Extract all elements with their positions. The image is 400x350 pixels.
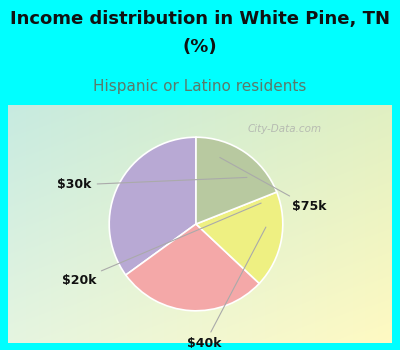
Text: $75k: $75k xyxy=(220,158,326,213)
Text: (%): (%) xyxy=(183,38,217,56)
Text: $40k: $40k xyxy=(188,227,266,350)
Wedge shape xyxy=(109,137,196,275)
Text: Hispanic or Latino residents: Hispanic or Latino residents xyxy=(93,79,307,93)
Text: City-Data.com: City-Data.com xyxy=(248,124,322,134)
Text: Income distribution in White Pine, TN: Income distribution in White Pine, TN xyxy=(10,10,390,28)
Text: $30k: $30k xyxy=(57,177,247,191)
Text: $20k: $20k xyxy=(62,203,261,287)
Wedge shape xyxy=(196,192,283,284)
Wedge shape xyxy=(126,224,259,311)
Wedge shape xyxy=(196,137,277,224)
